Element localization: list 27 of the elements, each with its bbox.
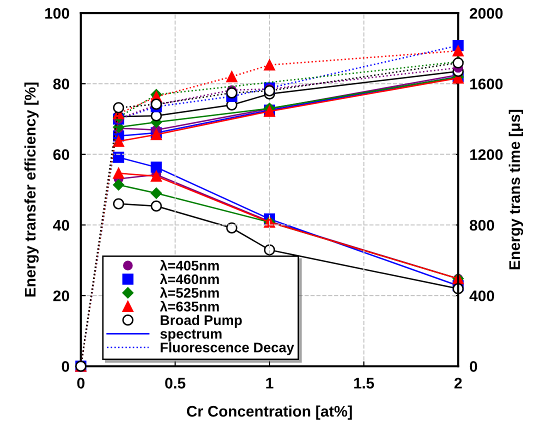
y-tick-label: 80	[53, 78, 70, 90]
legend-label: Broad Pump	[160, 314, 242, 328]
x-axis-title: Cr Concentration [at%]	[186, 405, 352, 420]
x-tick-label: 1	[266, 378, 274, 388]
y2-tick-label: 2000	[470, 8, 503, 19]
legend-label: λ=525nm	[160, 287, 219, 298]
legend-label: λ=405nm	[160, 260, 219, 271]
x-tick-label: 2	[454, 378, 462, 388]
x-tick-label: 1.5	[354, 378, 374, 389]
legend-label: λ=460nm	[160, 274, 219, 284]
y2-axis-title: Energy trans time [μs]	[508, 110, 524, 270]
y-tick-label: 20	[53, 290, 70, 302]
y-tick-label: 100	[45, 8, 70, 19]
y-axis-title: Energy transfer efficiency [%]	[24, 82, 39, 296]
x-tick-label: 0	[77, 378, 84, 389]
y2-tick-label: 800	[470, 220, 494, 231]
y2-tick-label: 1600	[470, 78, 503, 90]
y-tick-label: 40	[52, 220, 70, 231]
y-tick-label: 0	[62, 361, 70, 372]
x-tick-label: 0.5	[165, 378, 186, 389]
legend-label: Fluorescence Decay	[160, 342, 294, 356]
y2-tick-label: 0	[470, 361, 478, 372]
y2-tick-label: 400	[469, 290, 494, 302]
y2-tick-label: 1200	[470, 149, 503, 160]
legend-label: λ=635nm	[160, 300, 219, 312]
y-tick-label: 60	[53, 149, 70, 160]
legend-label: spectrum	[160, 330, 222, 342]
